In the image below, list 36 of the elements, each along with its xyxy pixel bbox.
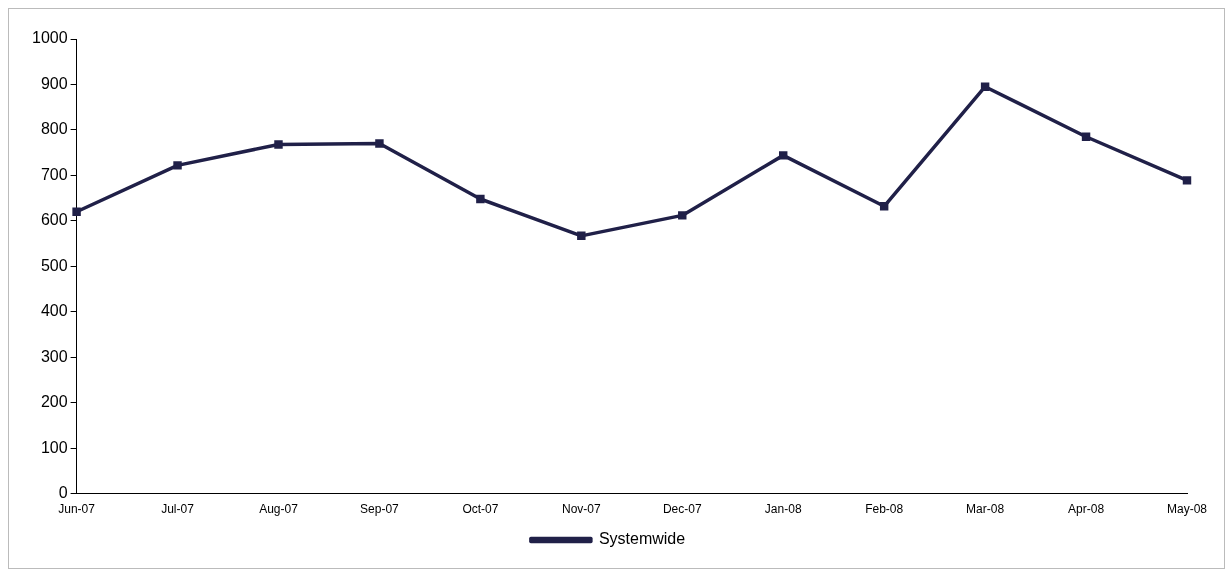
y-tick-label: 600 — [40, 211, 68, 229]
x-tick-label: Dec-07 — [662, 502, 702, 517]
x-tick-label: May-08 — [1166, 502, 1208, 517]
x-tick-label: Mar-08 — [966, 502, 1005, 517]
point — [173, 161, 182, 170]
y-tick-label: 800 — [40, 120, 68, 138]
y-tick-label: 500 — [40, 256, 68, 274]
point — [879, 202, 889, 211]
x-tick-label: Oct-07 — [462, 502, 499, 517]
y-tick-label: 100 — [40, 438, 68, 456]
x-tick-label: Jan-08 — [764, 502, 802, 517]
legend-label: Systemwide — [598, 530, 686, 548]
y-tick-label: 1000 — [32, 29, 68, 47]
x-tick-label: Aug-07 — [259, 502, 299, 517]
y-tick-label: 0 — [58, 484, 68, 502]
point — [476, 194, 485, 204]
y-tick-label: 400 — [40, 302, 68, 320]
y-tick-label: 300 — [40, 347, 68, 365]
x-tick-label: Jul-07 — [161, 502, 195, 517]
x-tick-label: Sep-07 — [360, 502, 400, 517]
x-tick-label: Feb-08 — [865, 502, 904, 517]
y-tick-label: 200 — [40, 393, 68, 411]
point — [1182, 176, 1192, 185]
point — [72, 207, 81, 216]
point — [980, 82, 990, 91]
point — [778, 151, 788, 160]
point — [1081, 132, 1091, 141]
y-tick-label: 900 — [40, 74, 68, 92]
point — [678, 211, 687, 220]
point — [577, 231, 586, 241]
point — [274, 140, 283, 149]
x-tick-label: Jun-07 — [58, 502, 96, 517]
point — [375, 139, 384, 148]
y-tick-label: 700 — [40, 165, 68, 183]
x-tick-label: Apr-08 — [1068, 502, 1105, 517]
x-tick-label: Nov-07 — [561, 502, 601, 517]
